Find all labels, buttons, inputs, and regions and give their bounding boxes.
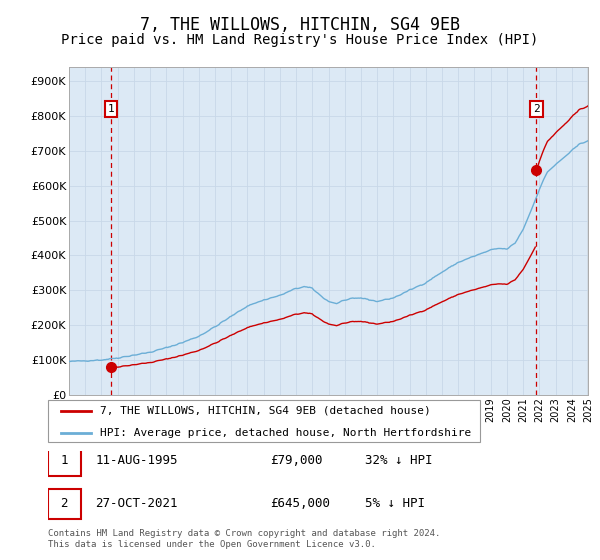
Text: 1: 1: [108, 104, 115, 114]
Text: 5% ↓ HPI: 5% ↓ HPI: [365, 497, 425, 510]
Text: 27-OCT-2021: 27-OCT-2021: [95, 497, 178, 510]
Text: 32% ↓ HPI: 32% ↓ HPI: [365, 454, 432, 467]
Text: 1: 1: [61, 454, 68, 467]
Text: 7, THE WILLOWS, HITCHIN, SG4 9EB: 7, THE WILLOWS, HITCHIN, SG4 9EB: [140, 16, 460, 34]
Text: Price paid vs. HM Land Registry's House Price Index (HPI): Price paid vs. HM Land Registry's House …: [61, 33, 539, 47]
Text: £79,000: £79,000: [270, 454, 322, 467]
Text: 2: 2: [533, 104, 540, 114]
Text: Contains HM Land Registry data © Crown copyright and database right 2024.
This d: Contains HM Land Registry data © Crown c…: [48, 529, 440, 549]
Bar: [48, 488, 81, 519]
Text: £645,000: £645,000: [270, 497, 330, 510]
Text: HPI: Average price, detached house, North Hertfordshire: HPI: Average price, detached house, Nort…: [100, 428, 471, 438]
Text: 2: 2: [61, 497, 68, 510]
Text: 11-AUG-1995: 11-AUG-1995: [95, 454, 178, 467]
Text: 7, THE WILLOWS, HITCHIN, SG4 9EB (detached house): 7, THE WILLOWS, HITCHIN, SG4 9EB (detach…: [100, 406, 431, 416]
Bar: [48, 446, 81, 476]
